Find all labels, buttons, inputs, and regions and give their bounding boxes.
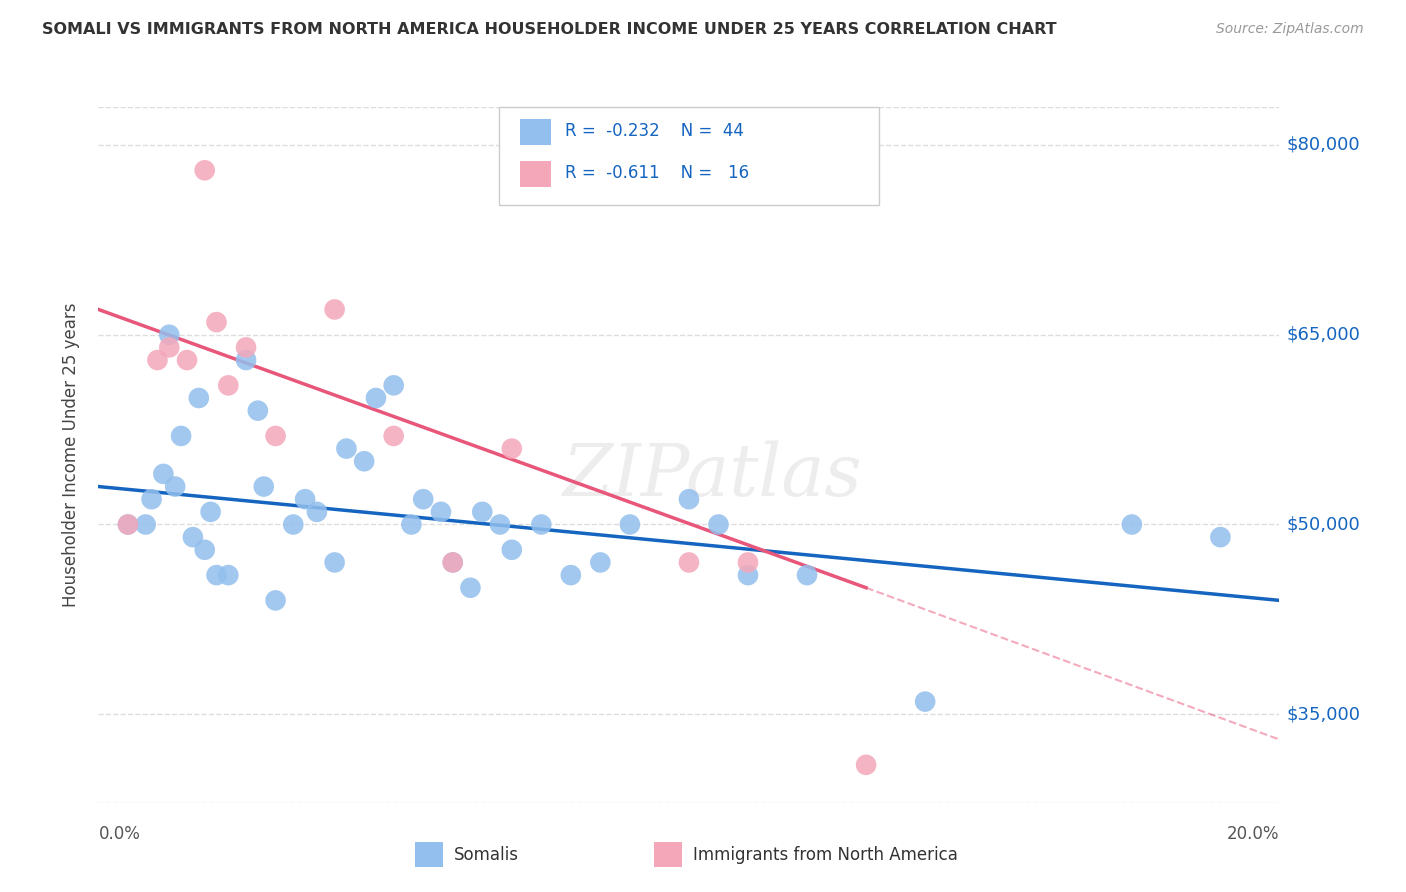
Point bbox=[205, 568, 228, 582]
Point bbox=[235, 340, 257, 354]
Point bbox=[141, 492, 163, 507]
Point bbox=[283, 517, 305, 532]
Point bbox=[170, 429, 193, 443]
Point bbox=[200, 505, 222, 519]
Point bbox=[364, 391, 387, 405]
Point bbox=[264, 429, 287, 443]
Point bbox=[460, 581, 482, 595]
Text: $65,000: $65,000 bbox=[1286, 326, 1361, 343]
Point bbox=[471, 505, 494, 519]
Point bbox=[194, 163, 217, 178]
Point bbox=[294, 492, 316, 507]
Point bbox=[619, 517, 641, 532]
Point bbox=[146, 353, 169, 368]
Text: ZIPatlas: ZIPatlas bbox=[562, 441, 862, 511]
Point bbox=[246, 403, 269, 417]
Point bbox=[305, 505, 328, 519]
Point bbox=[353, 454, 375, 468]
Point bbox=[382, 378, 405, 392]
Point bbox=[135, 517, 157, 532]
Point bbox=[205, 315, 228, 329]
Point bbox=[323, 556, 346, 570]
Point bbox=[264, 593, 287, 607]
Point bbox=[217, 378, 239, 392]
Point bbox=[157, 327, 180, 342]
Point bbox=[441, 556, 464, 570]
Point bbox=[217, 568, 239, 582]
Point bbox=[1209, 530, 1232, 544]
Text: R =  -0.232    N =  44: R = -0.232 N = 44 bbox=[565, 122, 744, 140]
Point bbox=[382, 429, 405, 443]
Text: Somalis: Somalis bbox=[454, 846, 519, 863]
Point bbox=[589, 556, 612, 570]
Text: 20.0%: 20.0% bbox=[1227, 825, 1279, 843]
Text: $50,000: $50,000 bbox=[1286, 516, 1360, 533]
Text: Source: ZipAtlas.com: Source: ZipAtlas.com bbox=[1216, 22, 1364, 37]
Point bbox=[152, 467, 174, 481]
Point bbox=[430, 505, 453, 519]
Point bbox=[737, 568, 759, 582]
Point bbox=[412, 492, 434, 507]
Point bbox=[181, 530, 204, 544]
Text: $35,000: $35,000 bbox=[1286, 706, 1361, 723]
Point bbox=[401, 517, 423, 532]
Point bbox=[707, 517, 730, 532]
Point bbox=[678, 492, 700, 507]
Point bbox=[914, 695, 936, 709]
Text: Immigrants from North America: Immigrants from North America bbox=[693, 846, 957, 863]
Point bbox=[1121, 517, 1143, 532]
Point bbox=[157, 340, 180, 354]
Point bbox=[855, 757, 877, 772]
Point bbox=[530, 517, 553, 532]
Point bbox=[501, 442, 523, 456]
Point bbox=[117, 517, 139, 532]
Text: R =  -0.611    N =   16: R = -0.611 N = 16 bbox=[565, 164, 749, 182]
Text: $80,000: $80,000 bbox=[1286, 136, 1360, 154]
Point bbox=[335, 442, 357, 456]
Point bbox=[560, 568, 582, 582]
Text: 0.0%: 0.0% bbox=[98, 825, 141, 843]
Point bbox=[187, 391, 209, 405]
Y-axis label: Householder Income Under 25 years: Householder Income Under 25 years bbox=[62, 302, 80, 607]
Point bbox=[489, 517, 512, 532]
Point bbox=[441, 556, 464, 570]
Point bbox=[253, 479, 276, 493]
Point bbox=[194, 542, 217, 557]
Text: SOMALI VS IMMIGRANTS FROM NORTH AMERICA HOUSEHOLDER INCOME UNDER 25 YEARS CORREL: SOMALI VS IMMIGRANTS FROM NORTH AMERICA … bbox=[42, 22, 1057, 37]
Point bbox=[117, 517, 139, 532]
Point bbox=[235, 353, 257, 368]
Point bbox=[737, 556, 759, 570]
Point bbox=[165, 479, 187, 493]
Point bbox=[323, 302, 346, 317]
Point bbox=[176, 353, 198, 368]
Point bbox=[501, 542, 523, 557]
Point bbox=[678, 556, 700, 570]
Point bbox=[796, 568, 818, 582]
